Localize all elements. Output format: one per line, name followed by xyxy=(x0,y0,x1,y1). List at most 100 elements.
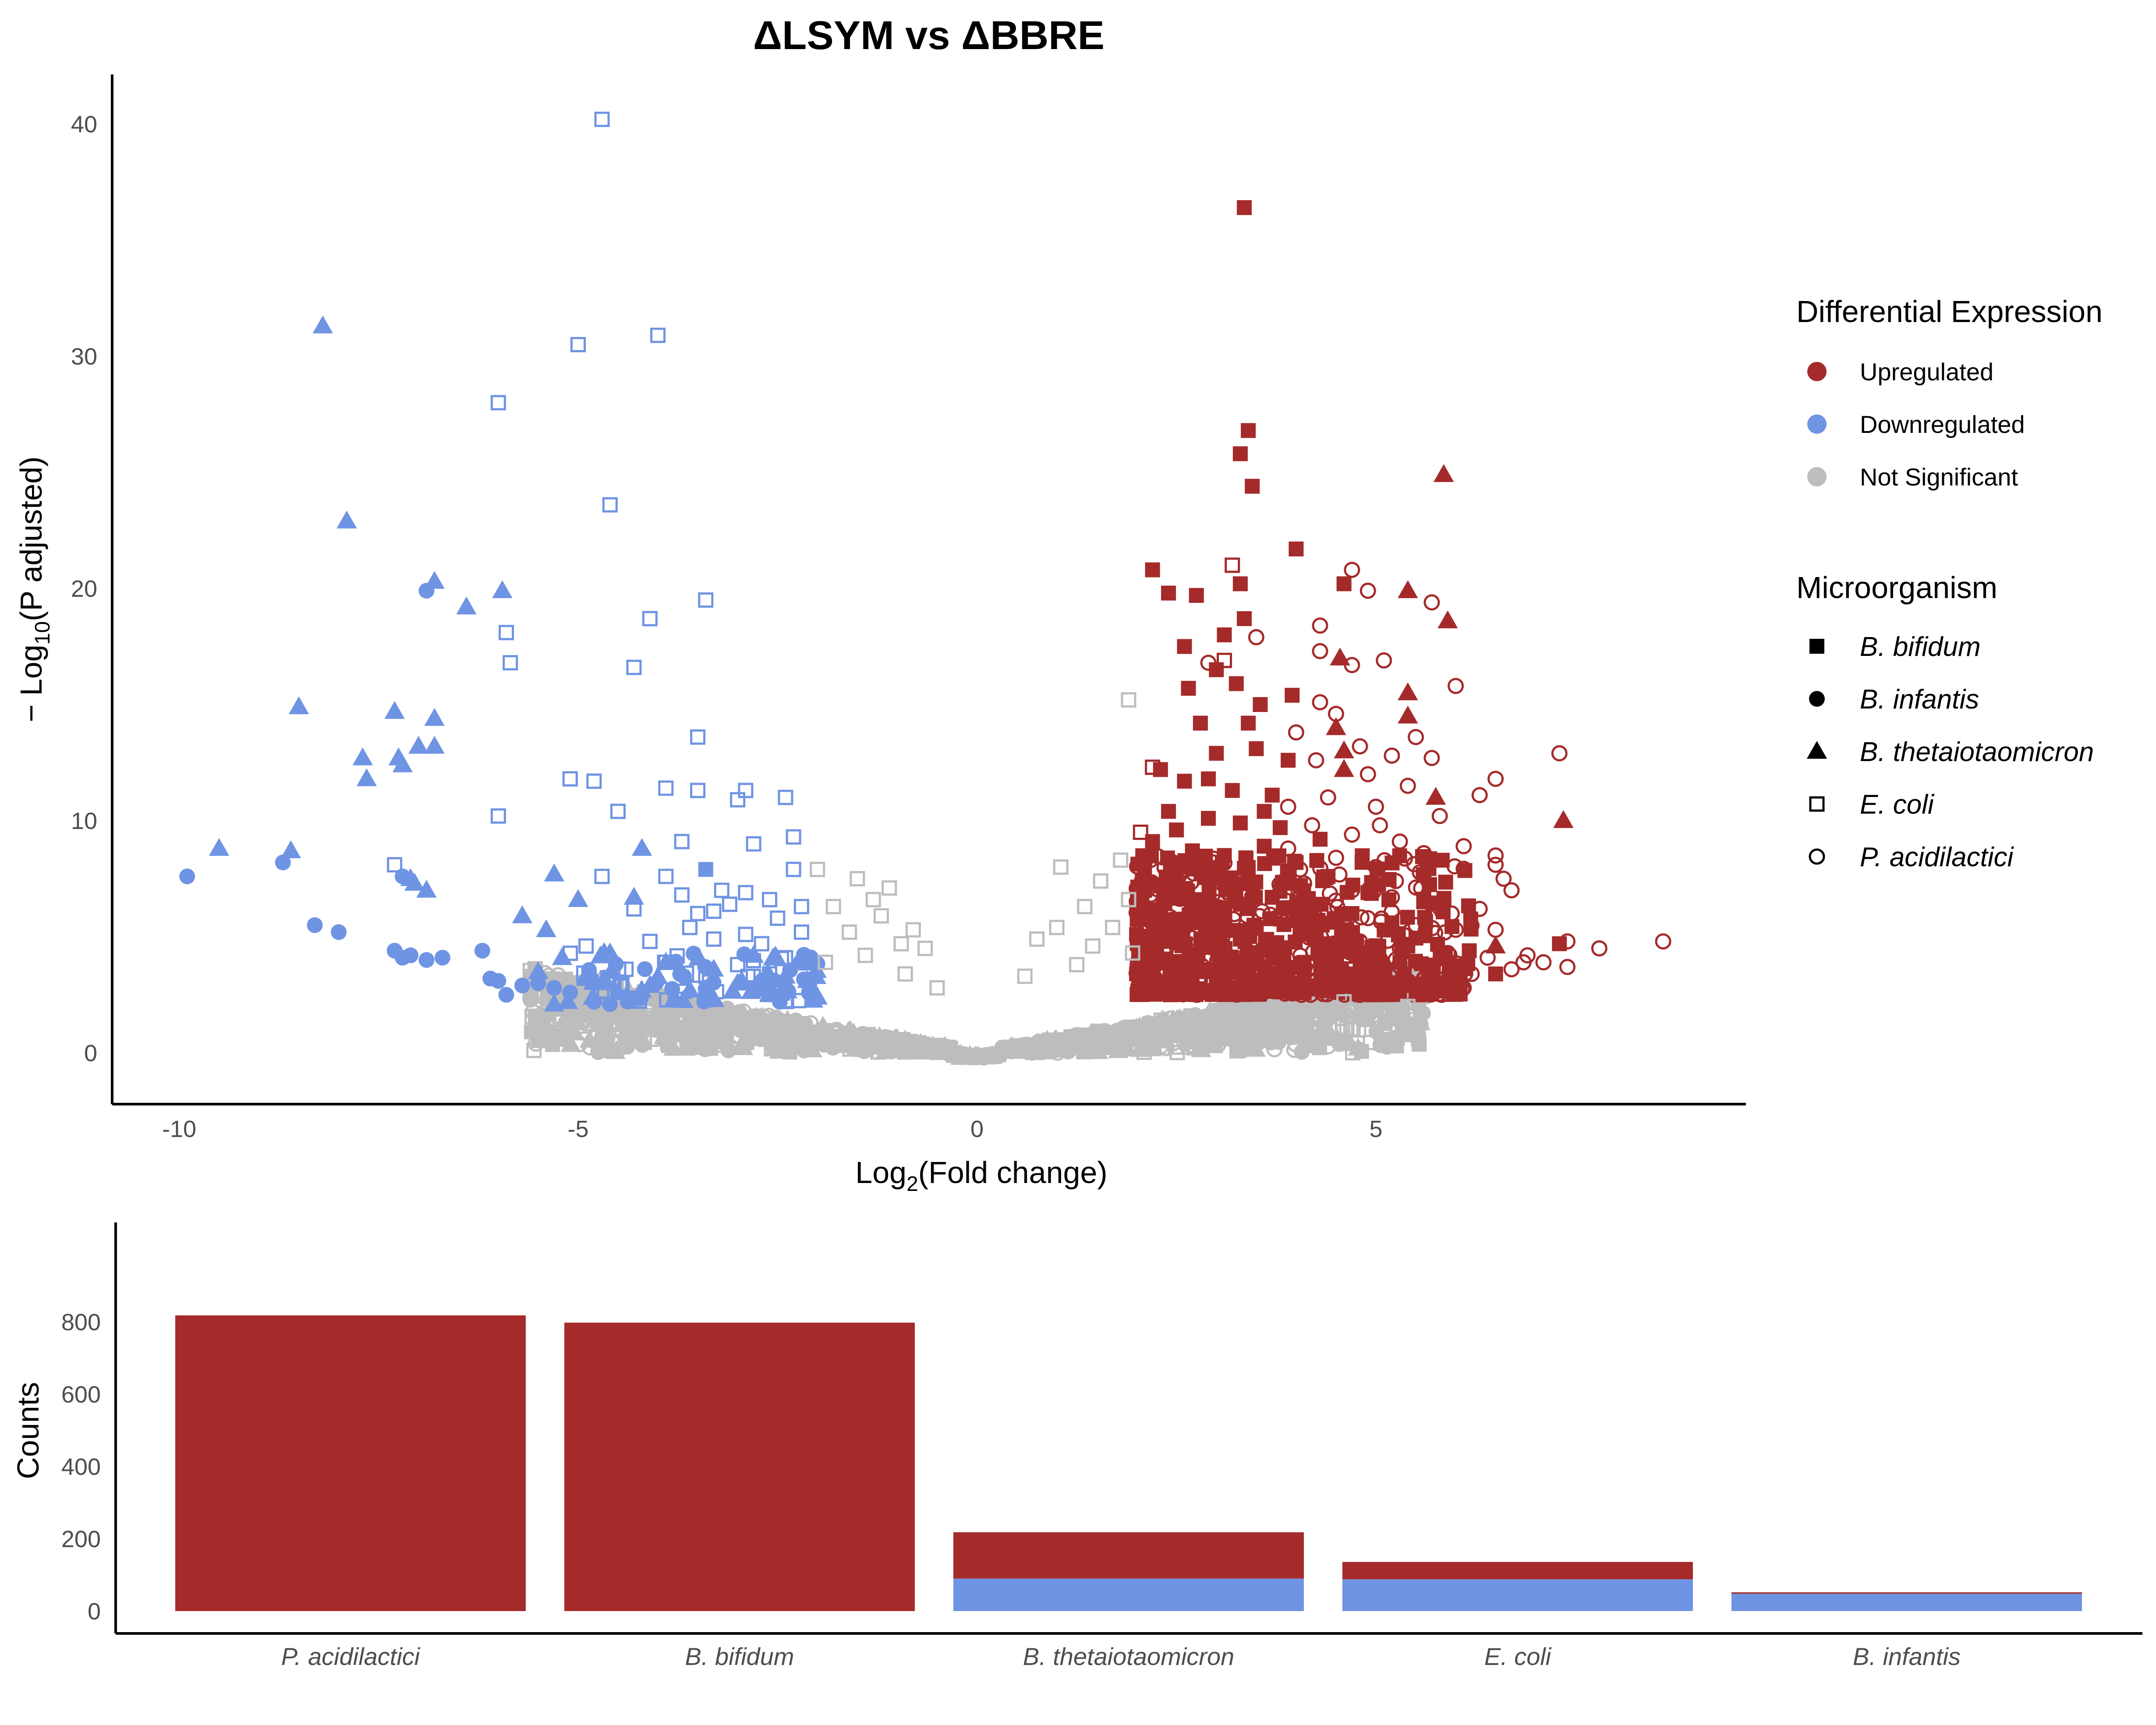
downregulated-point xyxy=(759,984,780,1002)
bar-y-tick-label: 200 xyxy=(61,1526,101,1552)
ns-point xyxy=(1317,1017,1333,1033)
downregulated-point xyxy=(743,945,764,963)
upregulated-point xyxy=(1471,787,1488,804)
upregulated-point xyxy=(1344,906,1359,921)
upregulated-point xyxy=(1280,798,1296,815)
upregulated-point xyxy=(1181,680,1196,696)
downregulated-point xyxy=(568,889,588,907)
upregulated-point xyxy=(1129,927,1144,942)
upregulated-point xyxy=(1448,921,1464,938)
upregulated-point xyxy=(1330,648,1350,666)
upregulated-point xyxy=(1425,787,1446,805)
ns-point xyxy=(865,892,881,907)
legend-shape-icon xyxy=(1809,691,1825,707)
upregulated-point xyxy=(1161,804,1176,819)
upregulated-point xyxy=(1446,987,1461,1002)
y-axis-title-main: − Log xyxy=(14,645,48,722)
x-tick-label: -5 xyxy=(567,1116,588,1142)
upregulated-point xyxy=(1180,883,1195,899)
upregulated-point xyxy=(1281,971,1296,986)
ns-point xyxy=(1345,1045,1361,1061)
downregulated-point xyxy=(686,946,702,962)
ns-point xyxy=(1336,994,1352,1009)
ns-point xyxy=(850,871,865,886)
upregulated-point xyxy=(1326,717,1346,735)
upregulated-point xyxy=(1201,771,1216,786)
ns-point xyxy=(1216,1002,1232,1017)
ns-point xyxy=(797,1041,814,1057)
downregulated-point xyxy=(730,792,746,808)
upregulated-point xyxy=(1344,826,1360,843)
downregulated-point xyxy=(499,625,514,641)
upregulated-point xyxy=(1455,838,1472,854)
downregulated-point xyxy=(806,960,827,978)
bar-upregulated xyxy=(1342,1562,1693,1580)
legend-shape-icon xyxy=(1809,639,1824,654)
upregulated-point xyxy=(1185,843,1200,858)
upregulated-point xyxy=(1185,955,1200,970)
upregulated-point xyxy=(1431,896,1448,913)
upregulated-point xyxy=(1443,905,1460,922)
downregulated-point xyxy=(658,780,674,796)
ns-point xyxy=(1410,1027,1427,1043)
ns-point xyxy=(810,861,825,877)
upregulated-point xyxy=(1334,740,1354,758)
upregulated-point xyxy=(1267,910,1283,927)
downregulated-point xyxy=(793,924,809,940)
upregulated-point xyxy=(1503,882,1520,899)
bar-downregulated xyxy=(1342,1579,1693,1611)
bar-category-label: B. thetaiotaomicron xyxy=(1023,1643,1234,1670)
downregulated-point xyxy=(714,882,729,898)
downregulated-point xyxy=(544,993,565,1012)
upregulated-point xyxy=(1400,910,1415,925)
bar-y-tick-label: 0 xyxy=(88,1598,101,1625)
y-tick-label: 40 xyxy=(71,111,97,138)
upregulated-point xyxy=(1249,973,1264,988)
upregulated-point xyxy=(1457,863,1473,878)
upregulated-point xyxy=(1276,907,1292,924)
upregulated-point xyxy=(1503,961,1520,978)
ns-point xyxy=(867,1031,888,1049)
downregulated-point xyxy=(576,968,596,986)
ns-point xyxy=(946,1047,961,1062)
downregulated-point xyxy=(394,868,411,885)
ns-point xyxy=(1085,938,1101,954)
y-tick-label: 0 xyxy=(84,1040,97,1066)
upregulated-point xyxy=(1177,915,1192,931)
upregulated-point xyxy=(1416,866,1432,882)
downregulated-point xyxy=(384,701,405,719)
downregulated-point xyxy=(530,975,546,991)
upregulated-point xyxy=(1372,817,1388,834)
upregulated-point xyxy=(1232,896,1248,912)
downregulated-point xyxy=(418,952,435,968)
downregulated-point xyxy=(658,868,674,884)
upregulated-point xyxy=(1264,787,1280,803)
ns-point xyxy=(905,922,921,938)
downregulated-point xyxy=(424,708,445,726)
upregulated-point xyxy=(1241,423,1256,438)
upregulated-point xyxy=(1471,900,1488,917)
legend-label: B. infantis xyxy=(1860,684,1979,715)
downregulated-point xyxy=(642,611,658,627)
legend-title-expression: Differential Expression xyxy=(1796,294,2103,329)
downregulated-point xyxy=(738,783,754,798)
upregulated-point xyxy=(1487,857,1504,873)
downregulated-point xyxy=(754,936,769,952)
downregulated-point xyxy=(637,961,653,977)
downregulated-point xyxy=(434,949,450,966)
ns-point xyxy=(1125,1036,1141,1052)
downregulated-point xyxy=(586,773,602,789)
downregulated-point xyxy=(600,942,620,960)
upregulated-point xyxy=(1234,972,1250,988)
upregulated-point xyxy=(1200,655,1217,671)
ns-point xyxy=(1395,1013,1416,1031)
downregulated-point xyxy=(778,950,793,966)
upregulated-point xyxy=(1417,910,1432,925)
bars xyxy=(175,1315,2082,1611)
upregulated-point xyxy=(1479,949,1496,966)
upregulated-point xyxy=(1495,871,1512,887)
ns-point xyxy=(959,1045,980,1063)
downregulated-point xyxy=(312,315,333,333)
upregulated-point xyxy=(1423,594,1440,611)
upregulated-point xyxy=(1177,639,1192,654)
